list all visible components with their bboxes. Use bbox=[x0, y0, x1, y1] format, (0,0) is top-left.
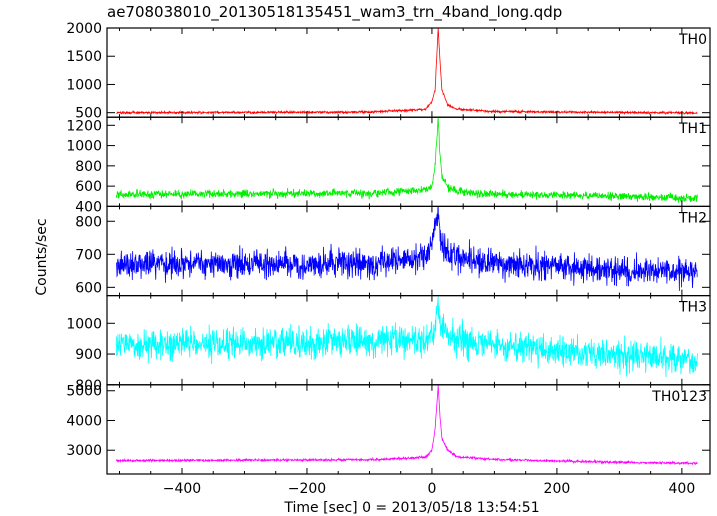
y-tick-label: 800 bbox=[75, 214, 102, 230]
series-line-th0123 bbox=[115, 385, 698, 466]
series-line-th2 bbox=[115, 206, 698, 291]
panel-label: TH0123 bbox=[651, 389, 707, 405]
y-tick-label: 800 bbox=[75, 159, 102, 175]
y-tick-label: 1000 bbox=[66, 77, 102, 93]
chart-title: ae708038010_20130518135451_wam3_trn_4ban… bbox=[107, 3, 562, 22]
y-tick-label: 800 bbox=[75, 378, 102, 394]
y-tick-label: 3000 bbox=[66, 443, 102, 459]
y-tick-label: 500 bbox=[75, 106, 102, 122]
y-tick-label: 5000 bbox=[66, 384, 102, 400]
y-tick-label: 900 bbox=[75, 347, 102, 363]
y-tick-label: 4000 bbox=[66, 413, 102, 429]
y-tick-label: 2000 bbox=[66, 21, 102, 37]
x-tick-label: 0 bbox=[427, 481, 436, 497]
y-tick-label: 400 bbox=[75, 199, 102, 215]
panel-label: TH3 bbox=[678, 300, 707, 316]
y-tick-label: 600 bbox=[75, 179, 102, 195]
x-tick-label: 400 bbox=[669, 481, 696, 497]
y-tick-label: 1000 bbox=[66, 316, 102, 332]
y-tick-label: 700 bbox=[75, 247, 102, 263]
y-tick-label: 1500 bbox=[66, 49, 102, 65]
series-line-th3 bbox=[115, 296, 698, 378]
panel-label: TH0 bbox=[678, 32, 707, 48]
series-line-th1 bbox=[115, 117, 698, 203]
x-tick-label: 200 bbox=[544, 481, 571, 497]
y-tick-label: 600 bbox=[75, 280, 102, 296]
panel-frame bbox=[106, 27, 711, 118]
panel-frame bbox=[106, 384, 711, 475]
y-tick-label: 1200 bbox=[66, 118, 102, 134]
x-axis-label: Time [sec] 0 = 2013/05/18 13:54:51 bbox=[283, 500, 539, 516]
series-line-th0 bbox=[116, 28, 698, 116]
panel-label: TH1 bbox=[678, 121, 707, 137]
y-axis-label: Counts/sec bbox=[34, 218, 50, 295]
x-tick-label: −200 bbox=[288, 481, 326, 497]
y-tick-label: 1000 bbox=[66, 139, 102, 155]
panel-frame bbox=[106, 205, 711, 297]
x-tick-label: −400 bbox=[163, 481, 201, 497]
panel-label: TH2 bbox=[678, 210, 707, 226]
